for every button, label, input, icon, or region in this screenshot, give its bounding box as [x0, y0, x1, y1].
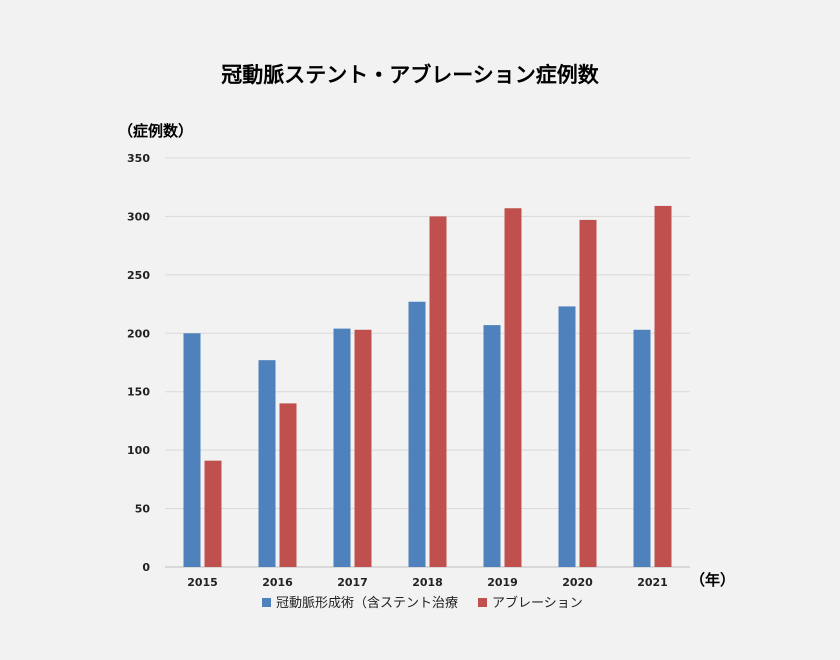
bar-ablation-2021: [654, 205, 672, 567]
bar-ablation-2018: [429, 216, 447, 567]
chart-title: 冠動脈ステント・アブレーション症例数: [221, 63, 600, 87]
x-tick-label: 2019: [487, 576, 518, 589]
bar-pci-2019: [483, 325, 501, 567]
x-tick-label: 2017: [337, 576, 368, 589]
bar-pci-2021: [633, 329, 651, 567]
x-tick-label: 2018: [412, 576, 443, 589]
x-tick-label: 2020: [562, 576, 593, 589]
y-axis-ticks: 0 50 100 150 200 250 300 350: [127, 152, 150, 574]
x-axis-ticks: 2015 2016 2017 2018 2019 2020 2021: [187, 576, 668, 589]
y-tick-label: 300: [127, 210, 150, 223]
y-tick-label: 0: [142, 561, 150, 574]
y-tick-label: 350: [127, 152, 150, 165]
bar-pci-2016: [258, 360, 276, 567]
bar-pci-2017: [333, 328, 351, 567]
x-tick-label: 2015: [187, 576, 218, 589]
legend-label: アブレーション: [492, 595, 583, 611]
bar-pci-2018: [408, 301, 426, 567]
legend: 冠動脈形成術（含ステント治療 アブレーション: [262, 595, 583, 611]
bar-pci-2020: [558, 306, 576, 567]
x-tick-label: 2016: [262, 576, 293, 589]
x-tick-label: 2021: [637, 576, 668, 589]
y-tick-label: 150: [127, 386, 150, 399]
legend-swatch: [262, 598, 271, 607]
x-axis-unit-label: （年）: [690, 571, 735, 589]
y-tick-label: 100: [127, 444, 150, 457]
bar-ablation-2019: [504, 208, 522, 567]
bar-ablation-2016: [279, 403, 297, 567]
legend-label: 冠動脈形成術（含ステント治療: [276, 595, 458, 611]
y-tick-label: 50: [135, 503, 151, 516]
y-tick-label: 250: [127, 269, 150, 282]
gridlines: [165, 157, 690, 568]
bar-ablation-2020: [579, 219, 597, 568]
legend-swatch: [478, 598, 487, 607]
bar-ablation-2015: [204, 460, 222, 567]
bar-pci-2015: [183, 333, 201, 567]
bars: [183, 205, 672, 568]
y-tick-label: 200: [127, 327, 150, 340]
y-axis-label: （症例数）: [118, 122, 193, 140]
bar-ablation-2017: [354, 329, 372, 567]
